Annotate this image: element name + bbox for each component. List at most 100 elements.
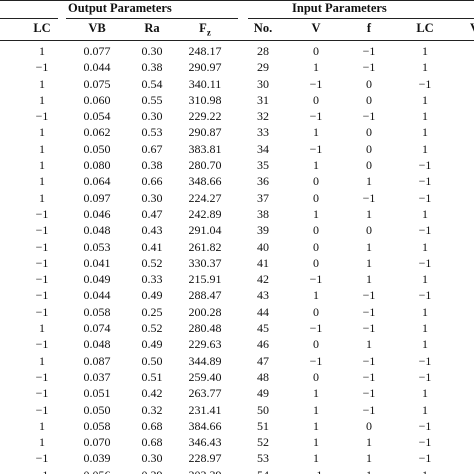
table-row: −1 0.041 0.52 330.37 41 0 1 −1 xyxy=(0,255,474,271)
col-header-ra: Ra xyxy=(144,21,160,35)
table-row: −1 0.044 0.49 288.47 43 1 −1 −1 xyxy=(0,287,474,303)
table-row: 1 0.075 0.54 340.11 30 −1 0 −1 xyxy=(0,76,474,92)
table-row: 1 0.074 0.52 280.48 45 −1 −1 1 xyxy=(0,320,474,336)
cell-lc2: −1 xyxy=(418,76,432,91)
cell-lc2: 1 xyxy=(422,304,428,319)
cell-no: 43 xyxy=(257,288,269,303)
table-row: 1 0.087 0.50 344.89 47 −1 −1 −1 xyxy=(0,353,474,369)
cell-lc2: 1 xyxy=(422,467,428,474)
col-header-f: f xyxy=(366,21,372,35)
table-row: −1 0.037 0.51 259.40 48 0 −1 −1 xyxy=(0,369,474,385)
cell-fz: 290.97 xyxy=(188,60,222,75)
cell-lc2: −1 xyxy=(418,158,432,173)
group-header-output: Output Parameters xyxy=(68,1,172,15)
group-underline-left xyxy=(0,18,58,19)
cell-no: 32 xyxy=(257,109,269,124)
cell-ra: 0.38 xyxy=(141,158,163,173)
cell-vb: 0.048 xyxy=(83,223,111,238)
cell-fz: 348.66 xyxy=(188,174,222,189)
cell-fz: 280.70 xyxy=(188,158,222,173)
cell-no: 31 xyxy=(257,92,269,107)
table-row: −1 0.058 0.25 200.28 44 0 −1 1 xyxy=(0,304,474,320)
cell-fz: 242.89 xyxy=(188,206,222,221)
cell-lc: 1 xyxy=(39,92,45,107)
cell-vb: 0.053 xyxy=(83,239,111,254)
table-row: 1 0.050 0.67 383.81 34 −1 0 1 xyxy=(0,141,474,157)
table-row: −1 0.044 0.38 290.97 29 1 −1 1 xyxy=(0,59,474,75)
table-top-rule xyxy=(0,0,474,1)
cell-v: 1 xyxy=(313,206,319,221)
cell-no: 29 xyxy=(257,60,269,75)
cell-no: 35 xyxy=(257,158,269,173)
cell-ra: 0.51 xyxy=(141,369,163,384)
cell-lc2: 1 xyxy=(422,92,428,107)
cell-fz: 344.89 xyxy=(188,353,222,368)
col-header-no: No. xyxy=(253,21,273,35)
cell-vb: 0.054 xyxy=(83,109,111,124)
col-header-lc: LC xyxy=(33,21,51,35)
cell-f: 0 xyxy=(366,141,372,156)
cell-v: 1 xyxy=(313,386,319,401)
cell-ra: 0.33 xyxy=(141,272,163,287)
header-bottom-rule xyxy=(0,40,474,41)
cell-v: −1 xyxy=(310,467,323,474)
cell-fz: 280.48 xyxy=(188,321,222,336)
col-header-vb: VB xyxy=(88,21,106,35)
cell-vb: 0.041 xyxy=(83,255,111,270)
cell-vb: 0.044 xyxy=(83,288,111,303)
cell-lc2: 1 xyxy=(422,206,428,221)
cell-f: −1 xyxy=(362,190,376,205)
cell-f: −1 xyxy=(362,386,376,401)
cell-fz: 259.40 xyxy=(188,369,222,384)
cell-lc2: 1 xyxy=(422,44,428,58)
cell-fz: 346.43 xyxy=(188,435,222,450)
cell-lc: −1 xyxy=(36,467,49,474)
cell-ra: 0.68 xyxy=(141,435,163,450)
group-underline-input xyxy=(248,18,474,19)
cell-f: 0 xyxy=(366,92,372,107)
cell-f: 1 xyxy=(366,451,372,466)
cell-f: 0 xyxy=(366,223,372,238)
table-row: −1 0.048 0.49 229.63 46 0 1 1 xyxy=(0,336,474,352)
cell-no: 28 xyxy=(257,44,269,58)
cell-ra: 0.42 xyxy=(141,386,163,401)
cell-no: 30 xyxy=(257,76,269,91)
cell-no: 39 xyxy=(257,223,269,238)
cell-ra: 0.30 xyxy=(141,44,163,58)
cell-v: 1 xyxy=(313,435,319,450)
cell-f: 0 xyxy=(366,76,372,91)
cell-lc2: 1 xyxy=(422,402,428,417)
cell-vb: 0.037 xyxy=(83,369,111,384)
cell-no: 46 xyxy=(257,337,269,352)
cell-fz: 340.11 xyxy=(188,76,222,91)
cell-v: 0 xyxy=(313,239,319,254)
cell-v: −1 xyxy=(309,272,323,287)
cell-f: 0 xyxy=(366,125,372,140)
cell-no: 53 xyxy=(257,451,269,466)
cell-ra: 0.49 xyxy=(141,337,163,352)
cell-v: −1 xyxy=(309,353,323,368)
cell-ra: 0.50 xyxy=(141,353,163,368)
cell-lc: 1 xyxy=(39,321,45,336)
table-row: −1 0.048 0.43 291.04 39 0 0 −1 xyxy=(0,222,474,238)
cell-fz: 228.97 xyxy=(188,451,222,466)
cell-f: −1 xyxy=(362,304,376,319)
col-header-lc2: LC xyxy=(416,21,434,35)
cell-f: −1 xyxy=(362,60,376,75)
cell-fz: 288.47 xyxy=(188,288,222,303)
cell-lc2: 1 xyxy=(422,272,428,287)
table-row: 1 0.097 0.30 224.27 37 0 −1 −1 xyxy=(0,190,474,206)
cell-vb: 0.087 xyxy=(83,353,111,368)
cell-lc: 1 xyxy=(39,353,45,368)
cell-f: −1 xyxy=(362,44,376,58)
cell-lc: −1 xyxy=(35,206,49,221)
table-row: −1 0.056 0.29 202.39 54 −1 1 1 xyxy=(0,467,474,474)
cell-vb: 0.056 xyxy=(84,467,111,474)
cell-v: 0 xyxy=(313,44,319,58)
cell-vb: 0.077 xyxy=(83,44,111,58)
cell-lc2: 1 xyxy=(422,109,428,124)
cell-no: 49 xyxy=(257,386,269,401)
cell-ra: 0.25 xyxy=(141,304,163,319)
cell-v: 0 xyxy=(313,92,319,107)
